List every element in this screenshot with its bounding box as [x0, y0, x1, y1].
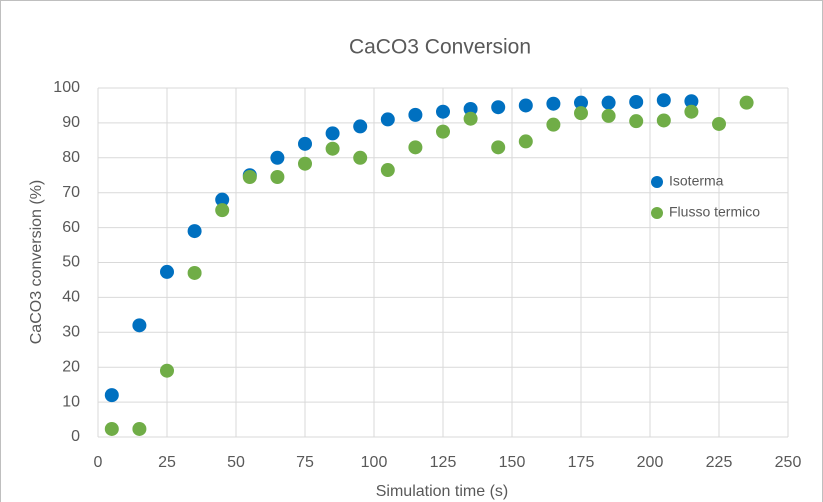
point: [270, 169, 285, 184]
x-tick-label: 200: [637, 454, 664, 471]
y-tick-label: 0: [71, 428, 80, 445]
point: [546, 117, 561, 132]
point: [298, 156, 312, 171]
point: [491, 140, 506, 155]
point: [104, 421, 119, 436]
y-tick-label: 50: [62, 254, 80, 271]
point: [160, 264, 174, 279]
point: [353, 150, 368, 165]
point: [491, 100, 506, 115]
point: [601, 95, 616, 110]
point: [629, 94, 644, 109]
legend-marker: [651, 176, 663, 188]
point: [242, 169, 257, 184]
x-tick-label: 100: [361, 454, 388, 471]
point: [215, 192, 230, 207]
x-tick-label: 75: [296, 454, 314, 471]
point: [187, 224, 202, 239]
point: [574, 95, 588, 110]
x-tick-label: 225: [706, 454, 733, 471]
x-tick-label: 250: [775, 454, 802, 471]
x-tick-label: 150: [499, 454, 526, 471]
y-tick-label: 30: [62, 324, 80, 341]
point: [408, 140, 423, 155]
x-axis-label: Simulation time (s): [376, 483, 508, 500]
y-tick-label: 100: [53, 79, 80, 96]
y-axis-label: CaCO3 conversion (%): [28, 180, 45, 345]
point: [546, 96, 561, 111]
y-tick-label: 40: [62, 289, 80, 306]
point: [656, 93, 671, 108]
point: [436, 104, 450, 119]
point: [463, 111, 478, 126]
point: [187, 265, 202, 280]
point: [518, 98, 533, 113]
point: [629, 114, 644, 129]
x-tick-label: 175: [568, 454, 595, 471]
point: [325, 126, 340, 141]
y-tick-label: 60: [62, 219, 80, 236]
x-tick-label: 50: [227, 454, 245, 471]
point: [518, 134, 533, 149]
point: [712, 116, 726, 131]
y-tick-label: 10: [62, 393, 80, 410]
point: [132, 318, 147, 333]
y-tick-label: 90: [62, 114, 80, 131]
point: [104, 388, 119, 403]
point: [684, 94, 699, 109]
legend-label: Isoterma: [669, 173, 724, 189]
y-tick-label: 80: [62, 149, 80, 166]
point: [215, 203, 230, 218]
point: [380, 112, 395, 127]
y-tick-label: 70: [62, 184, 80, 201]
x-tick-label: 0: [94, 454, 103, 471]
chart-title: CaCO3 Conversion: [349, 36, 531, 59]
point: [601, 108, 616, 123]
point: [684, 104, 699, 119]
point: [739, 95, 754, 110]
point: [408, 107, 423, 122]
point: [353, 119, 368, 134]
point: [574, 106, 588, 121]
x-tick-label: 25: [158, 454, 176, 471]
point: [270, 150, 285, 165]
point: [436, 124, 450, 139]
x-tick-label: 125: [430, 454, 457, 471]
y-tick-label: 20: [62, 358, 80, 375]
point: [132, 421, 147, 436]
point: [160, 363, 174, 378]
point: [463, 101, 478, 116]
point: [380, 163, 395, 178]
point: [656, 113, 671, 128]
point: [298, 136, 312, 151]
point: [325, 141, 340, 156]
legend-marker: [651, 207, 663, 219]
legend-label: Flusso termico: [669, 204, 760, 220]
